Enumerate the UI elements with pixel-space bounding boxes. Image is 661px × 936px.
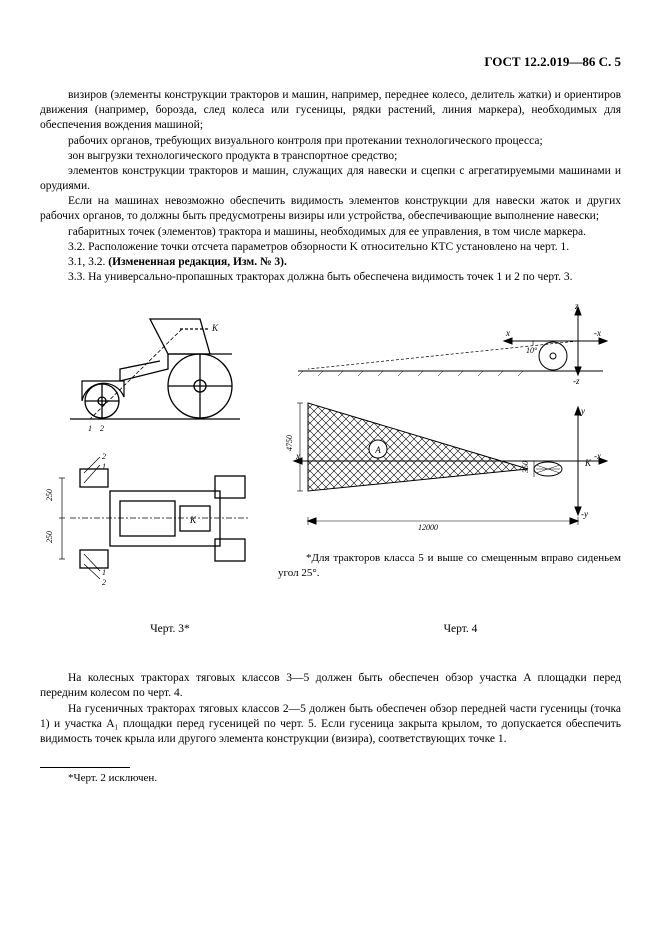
fig4-footnote: *Для тракторов класса 5 и выше со смещен… xyxy=(278,551,621,580)
fig4-dim-bottom: 12000 xyxy=(418,523,438,532)
para-2: зон выгрузки технологического продукта в… xyxy=(40,149,621,164)
fig4-x-plan: x xyxy=(295,451,300,461)
para-8: 3.3. На универсально-пропашных тракторах… xyxy=(40,270,621,285)
para-4: Если на машинах невозможно обеспечить ви… xyxy=(40,194,621,224)
fig4-k: K xyxy=(584,458,592,468)
para-6: 3.2. Расположение точки отсчета параметр… xyxy=(40,240,621,255)
fig3-label-2-top: 2 xyxy=(100,424,104,433)
para-after-1: На гусеничных тракторах тяговых классов … xyxy=(40,702,621,748)
para-7: 3.1, 3.2. (Измененная редакция, Изм. № 3… xyxy=(40,255,621,270)
para-5: габаритных точек (элементов) трактора и … xyxy=(40,225,621,240)
para-after-0: На колесных тракторах тяговых классов 3—… xyxy=(40,671,621,701)
footnote: *Черт. 2 исключен. xyxy=(40,772,621,784)
fig3-pt1-a: 1 xyxy=(102,462,106,471)
fig4-z: z xyxy=(574,301,579,311)
para-3: элементов конструкции тракторов и машин,… xyxy=(40,164,621,194)
fig3-label-1-top: 1 xyxy=(88,424,92,433)
fig4-nz: -z xyxy=(573,376,580,386)
footnote-rule xyxy=(40,767,130,768)
para-1: рабочих органов, требующих визуального к… xyxy=(40,134,621,149)
figure-3: K 1 2 xyxy=(40,301,260,591)
caption-fig3: Черт. 3* xyxy=(40,623,300,635)
fig4-dim-left: 4750 xyxy=(285,435,294,451)
caption-fig4: Черт. 4 xyxy=(300,623,621,635)
figure-4: z -z x -x 10° xyxy=(278,301,621,580)
page-header: ГОСТ 12.2.019—86 С. 5 xyxy=(40,54,621,70)
fig3-dim-2: 250 xyxy=(45,531,54,543)
fig4-dim-right: 350 xyxy=(521,461,530,474)
fig3-k-bottom: K xyxy=(189,515,197,525)
fig4-x-top: x xyxy=(505,328,510,338)
fig4-y: y xyxy=(580,406,585,416)
fig4-ny: -y xyxy=(581,509,588,519)
fig4-nx-top: -x xyxy=(594,328,601,338)
body-text-after: На колесных тракторах тяговых классов 3—… xyxy=(40,671,621,747)
fig4-nx-plan: -x xyxy=(594,451,601,461)
fig3-label-k: K xyxy=(211,323,219,333)
fig3-pt2-b: 2 xyxy=(102,578,106,587)
body-text: визиров (элементы конструкции тракторов … xyxy=(40,88,621,285)
fig3-dim-1: 250 xyxy=(45,489,54,501)
fig4-angle: 10° xyxy=(526,346,538,355)
para-0: визиров (элементы конструкции тракторов … xyxy=(40,88,621,134)
fig3-pt2-a: 2 xyxy=(102,452,106,461)
fig3-pt1-b: 1 xyxy=(102,568,106,577)
fig4-area-label: A xyxy=(374,445,381,455)
